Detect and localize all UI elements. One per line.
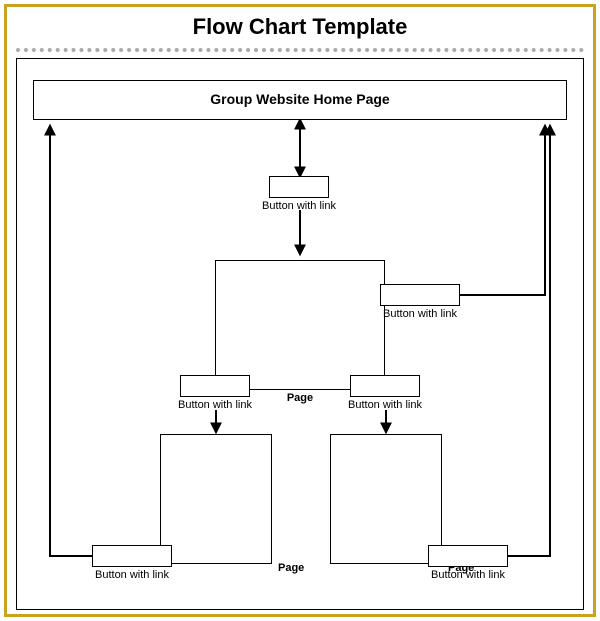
node-label-home: Group Website Home Page [33,91,567,107]
node-label-btn_bl: Button with link [72,569,192,581]
node-label-page_bl: Page [278,562,304,574]
node-btn_right [380,284,460,306]
node-label-btn_br: Button with link [408,569,528,581]
node-btn_bl [92,545,172,567]
node-btn_top [269,176,329,198]
node-label-btn_mr: Button with link [325,399,445,411]
node-btn_ml [180,375,250,397]
node-page_bl [160,434,272,564]
node-btn_br [428,545,508,567]
node-label-btn_ml: Button with link [155,399,275,411]
node-page_mid [215,260,385,390]
title-separator-dots [16,48,584,52]
node-page_br [330,434,442,564]
node-btn_mr [350,375,420,397]
page-title: Flow Chart Template [0,14,600,40]
node-label-btn_right: Button with link [360,308,480,320]
node-label-btn_top: Button with link [239,200,359,212]
